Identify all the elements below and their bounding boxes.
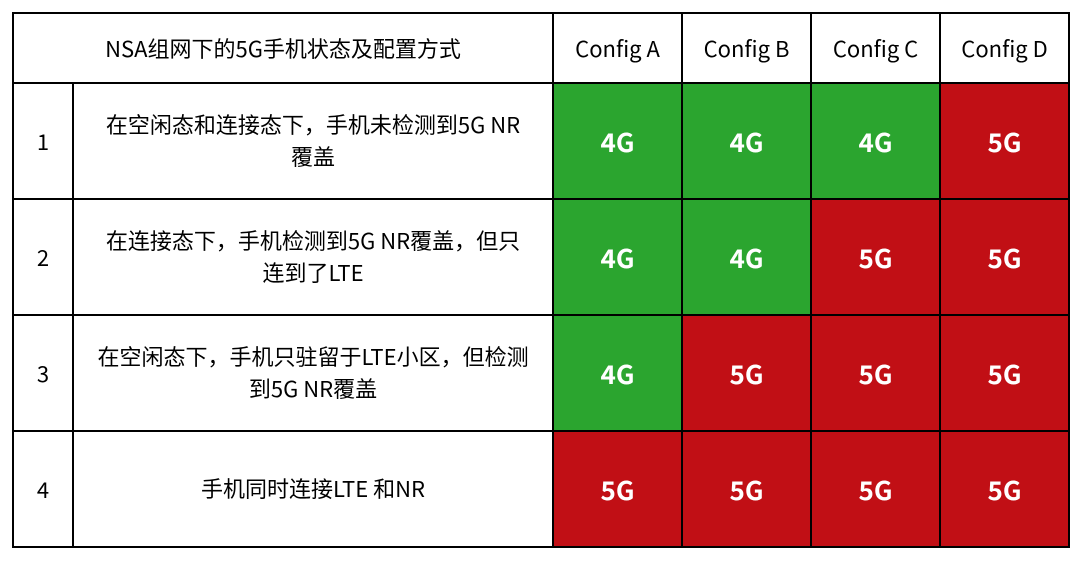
row-number: 3 <box>13 315 73 431</box>
nsa-5g-config-table: NSA组网下的5G手机状态及配置方式 Config A Config B Con… <box>12 12 1070 548</box>
table-row: 3在空闲态下，手机只驻留于LTE小区，但检测到5G NR覆盖4G5G5G5G <box>13 315 1069 431</box>
row-description: 在空闲态和连接态下，手机未检测到5G NR覆盖 <box>73 83 553 199</box>
header-config-c: Config C <box>811 13 940 83</box>
config-cell: 4G <box>553 83 682 199</box>
config-cell: 5G <box>682 431 811 547</box>
config-cell: 5G <box>940 431 1069 547</box>
config-cell: 5G <box>940 199 1069 315</box>
config-cell: 5G <box>682 315 811 431</box>
header-config-b: Config B <box>682 13 811 83</box>
table-row: 1在空闲态和连接态下，手机未检测到5G NR覆盖4G4G4G5G <box>13 83 1069 199</box>
header-desc: NSA组网下的5G手机状态及配置方式 <box>13 13 553 83</box>
row-description: 手机同时连接LTE 和NR <box>73 431 553 547</box>
config-cell: 5G <box>940 83 1069 199</box>
config-cell: 5G <box>811 315 940 431</box>
row-number: 1 <box>13 83 73 199</box>
config-cell: 4G <box>682 83 811 199</box>
config-cell: 4G <box>811 83 940 199</box>
row-number: 2 <box>13 199 73 315</box>
row-description: 在连接态下，手机检测到5G NR覆盖，但只连到了LTE <box>73 199 553 315</box>
config-cell: 4G <box>553 315 682 431</box>
config-cell: 5G <box>811 431 940 547</box>
header-config-d: Config D <box>940 13 1069 83</box>
config-cell: 4G <box>553 199 682 315</box>
config-cell: 4G <box>682 199 811 315</box>
row-number: 4 <box>13 431 73 547</box>
row-description: 在空闲态下，手机只驻留于LTE小区，但检测到5G NR覆盖 <box>73 315 553 431</box>
table-header-row: NSA组网下的5G手机状态及配置方式 Config A Config B Con… <box>13 13 1069 83</box>
table-row: 4手机同时连接LTE 和NR5G5G5G5G <box>13 431 1069 547</box>
table-row: 2在连接态下，手机检测到5G NR覆盖，但只连到了LTE4G4G5G5G <box>13 199 1069 315</box>
config-cell: 5G <box>940 315 1069 431</box>
config-cell: 5G <box>811 199 940 315</box>
table-body: 1在空闲态和连接态下，手机未检测到5G NR覆盖4G4G4G5G2在连接态下，手… <box>13 83 1069 547</box>
config-cell: 5G <box>553 431 682 547</box>
header-config-a: Config A <box>553 13 682 83</box>
